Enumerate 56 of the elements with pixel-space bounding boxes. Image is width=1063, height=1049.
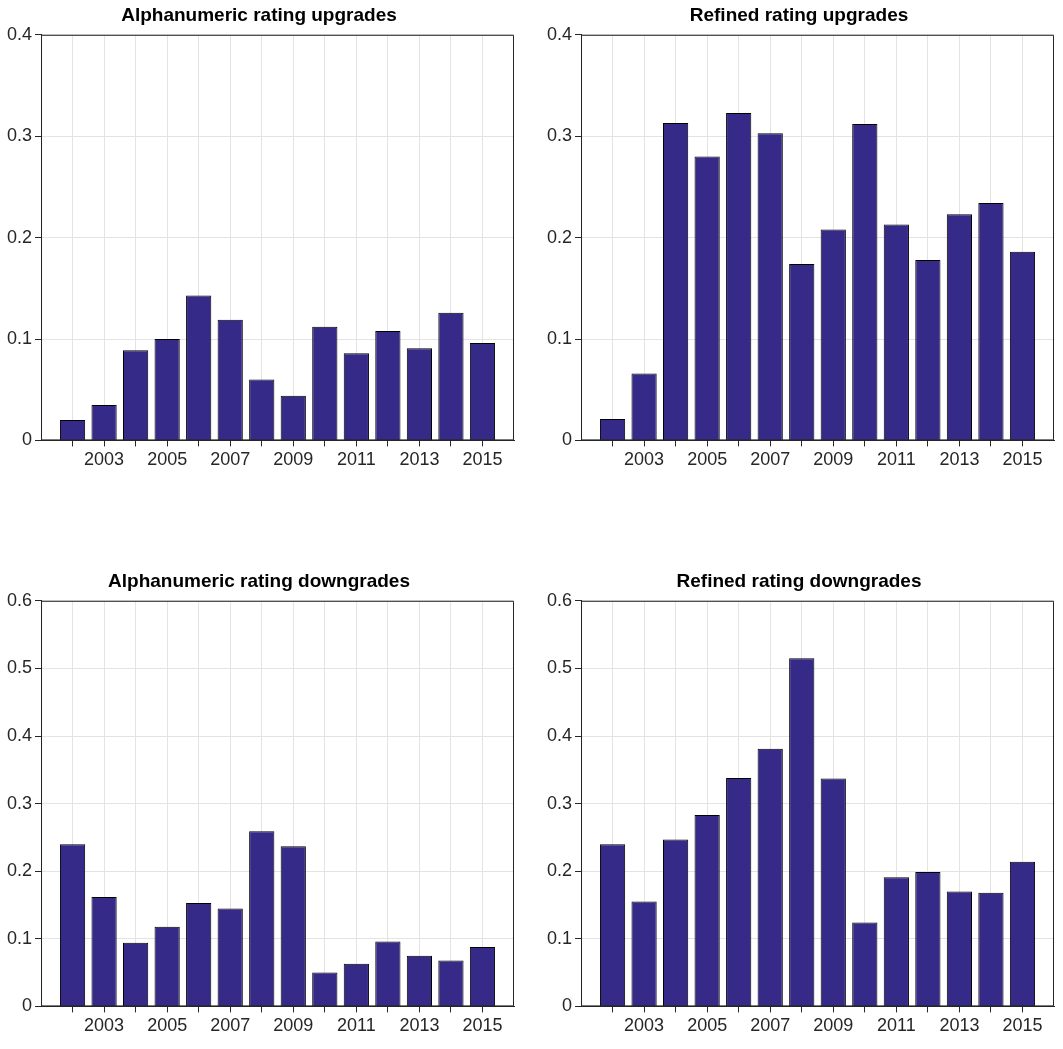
x-tick-label: 2007 <box>210 1015 251 1036</box>
chart-title: Alphanumeric rating downgrades <box>108 569 410 591</box>
y-tick-label: 0.3 <box>546 125 573 146</box>
x-tick-label: 2013 <box>399 1015 440 1036</box>
x-tick-label: 2003 <box>84 449 125 470</box>
x-tick-label: 2003 <box>624 449 665 470</box>
x-tick-label: 2009 <box>813 449 854 470</box>
x-tick-label: 2007 <box>750 449 791 470</box>
y-tick-label: 0.3 <box>546 792 573 813</box>
y-tick-label: 0.2 <box>6 226 33 247</box>
y-tick-label: 0.5 <box>6 657 33 678</box>
x-tick-label: 2005 <box>147 449 188 470</box>
y-tick-label: 0.6 <box>6 589 33 610</box>
y-tick-label: 0.6 <box>546 589 573 610</box>
x-tick-label: 2003 <box>624 1015 665 1036</box>
x-tick-label: 2015 <box>462 1015 503 1036</box>
x-tick-label: 2013 <box>399 449 440 470</box>
x-tick-label: 2013 <box>939 1015 980 1036</box>
y-tick-label: 0.1 <box>6 327 33 348</box>
x-tick-label: 2007 <box>210 449 251 470</box>
chart-title: Refined rating upgrades <box>689 3 909 25</box>
x-tick-label: 2013 <box>939 449 980 470</box>
y-tick-label: 0 <box>562 429 573 450</box>
chart-title: Alphanumeric rating upgrades <box>121 3 397 25</box>
y-tick-label: 0.2 <box>546 860 573 881</box>
y-tick-label: 0.4 <box>6 724 33 745</box>
y-tick-label: 0.4 <box>546 724 573 745</box>
x-tick-label: 2009 <box>273 1015 314 1036</box>
x-tick-label: 2015 <box>462 449 503 470</box>
x-tick-label: 2003 <box>84 1015 125 1036</box>
x-tick-label: 2009 <box>813 1015 854 1036</box>
y-tick-label: 0.5 <box>546 657 573 678</box>
chart-title: Refined rating downgrades <box>676 569 922 591</box>
y-tick-label: 0.2 <box>6 860 33 881</box>
y-tick-label: 0.1 <box>546 927 573 948</box>
x-tick-label: 2011 <box>876 1015 916 1036</box>
y-tick-label: 0 <box>22 995 33 1016</box>
x-tick-label: 2015 <box>1002 449 1043 470</box>
y-tick-label: 0.2 <box>546 226 573 247</box>
x-tick-label: 2009 <box>273 449 314 470</box>
x-tick-label: 2011 <box>336 449 376 470</box>
y-tick-label: 0.3 <box>6 792 33 813</box>
x-tick-label: 2005 <box>687 1015 728 1036</box>
y-tick-label: 0.3 <box>6 125 33 146</box>
x-tick-label: 2011 <box>336 1015 376 1036</box>
y-tick-label: 0.1 <box>546 327 573 348</box>
x-tick-label: 2015 <box>1002 1015 1043 1036</box>
x-tick-label: 2005 <box>147 1015 188 1036</box>
x-tick-label: 2011 <box>876 449 916 470</box>
y-tick-label: 0.4 <box>6 23 33 44</box>
x-tick-label: 2005 <box>687 449 728 470</box>
x-tick-label: 2007 <box>750 1015 791 1036</box>
y-tick-label: 0.4 <box>546 23 573 44</box>
y-tick-label: 0.1 <box>6 927 33 948</box>
y-tick-label: 0 <box>22 429 33 450</box>
y-tick-label: 0 <box>562 995 573 1016</box>
